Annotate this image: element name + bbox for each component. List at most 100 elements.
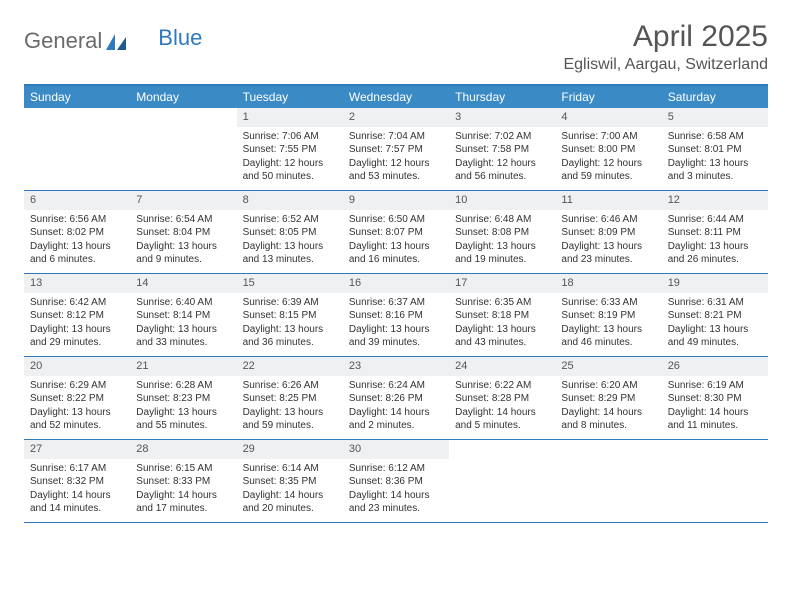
daylight-text: Daylight: 13 hours and 59 minutes. bbox=[243, 406, 337, 433]
day-body: Sunrise: 7:00 AMSunset: 8:00 PMDaylight:… bbox=[555, 127, 661, 190]
day-body: Sunrise: 7:02 AMSunset: 7:58 PMDaylight:… bbox=[449, 127, 555, 190]
sunrise-text: Sunrise: 6:52 AM bbox=[243, 213, 337, 227]
logo: General Blue bbox=[24, 20, 202, 54]
sunrise-text: Sunrise: 6:29 AM bbox=[30, 379, 124, 393]
sunset-text: Sunset: 7:58 PM bbox=[455, 143, 549, 157]
sunset-text: Sunset: 8:15 PM bbox=[243, 309, 337, 323]
sunset-text: Sunset: 8:16 PM bbox=[349, 309, 443, 323]
sunrise-text: Sunrise: 6:31 AM bbox=[668, 296, 762, 310]
sunrise-text: Sunrise: 6:33 AM bbox=[561, 296, 655, 310]
sunrise-text: Sunrise: 6:20 AM bbox=[561, 379, 655, 393]
daylight-text: Daylight: 13 hours and 9 minutes. bbox=[136, 240, 230, 267]
sunrise-text: Sunrise: 6:24 AM bbox=[349, 379, 443, 393]
header: General Blue April 2025 Egliswil, Aargau… bbox=[24, 20, 768, 74]
day-cell: 10Sunrise: 6:48 AMSunset: 8:08 PMDayligh… bbox=[449, 191, 555, 273]
day-number: 14 bbox=[130, 274, 236, 293]
day-body: Sunrise: 6:20 AMSunset: 8:29 PMDaylight:… bbox=[555, 376, 661, 439]
day-body: Sunrise: 6:19 AMSunset: 8:30 PMDaylight:… bbox=[662, 376, 768, 439]
day-number: 6 bbox=[24, 191, 130, 210]
day-cell: 30Sunrise: 6:12 AMSunset: 8:36 PMDayligh… bbox=[343, 440, 449, 522]
calendar-page: General Blue April 2025 Egliswil, Aargau… bbox=[0, 0, 792, 612]
day-body: Sunrise: 6:28 AMSunset: 8:23 PMDaylight:… bbox=[130, 376, 236, 439]
sunset-text: Sunset: 8:11 PM bbox=[668, 226, 762, 240]
sunrise-text: Sunrise: 6:15 AM bbox=[136, 462, 230, 476]
day-cell: 16Sunrise: 6:37 AMSunset: 8:16 PMDayligh… bbox=[343, 274, 449, 356]
sunset-text: Sunset: 8:12 PM bbox=[30, 309, 124, 323]
day-number: 10 bbox=[449, 191, 555, 210]
day-body: Sunrise: 6:35 AMSunset: 8:18 PMDaylight:… bbox=[449, 293, 555, 356]
week-row: 6 Sunrise: 6:56 AMSunset: 8:02 PM Daylight… bbox=[24, 191, 768, 274]
day-body: Sunrise: 6:17 AMSunset: 8:32 PMDaylight:… bbox=[24, 459, 130, 522]
day-body: Sunrise: 6:46 AMSunset: 8:09 PMDaylight:… bbox=[555, 210, 661, 273]
sunset-text: Sunset: 8:33 PM bbox=[136, 475, 230, 489]
week-row: 20Sunrise: 6:29 AMSunset: 8:22 PMDayligh… bbox=[24, 357, 768, 440]
weekday-header: Friday bbox=[555, 86, 661, 108]
day-number: 3 bbox=[449, 108, 555, 127]
daylight-text: Daylight: 14 hours and 17 minutes. bbox=[136, 489, 230, 516]
daylight-text: Daylight: 13 hours and 26 minutes. bbox=[668, 240, 762, 267]
daylight-text: Daylight: 12 hours and 50 minutes. bbox=[243, 157, 337, 184]
location-subtitle: Egliswil, Aargau, Switzerland bbox=[563, 56, 768, 74]
sunrise-text: Sunrise: 6:12 AM bbox=[349, 462, 443, 476]
sunset-text: Sunset: 8:26 PM bbox=[349, 392, 443, 406]
day-number: 9 bbox=[343, 191, 449, 210]
daylight-text: Daylight: 12 hours and 59 minutes. bbox=[561, 157, 655, 184]
day-cell: 14Sunrise: 6:40 AMSunset: 8:14 PMDayligh… bbox=[130, 274, 236, 356]
logo-sail-icon bbox=[106, 34, 126, 50]
daylight-text: Daylight: 14 hours and 20 minutes. bbox=[243, 489, 337, 516]
sunset-text: Sunset: 8:01 PM bbox=[668, 143, 762, 157]
day-number: 5 bbox=[662, 108, 768, 127]
day-body: Sunrise: 6:12 AMSunset: 8:36 PMDaylight:… bbox=[343, 459, 449, 522]
day-number: 16 bbox=[343, 274, 449, 293]
daylight-text: Daylight: 13 hours and 33 minutes. bbox=[136, 323, 230, 350]
week-row: 27Sunrise: 6:17 AMSunset: 8:32 PMDayligh… bbox=[24, 440, 768, 523]
day-number: 15 bbox=[237, 274, 343, 293]
day-number: 28 bbox=[130, 440, 236, 459]
day-cell: 18Sunrise: 6:33 AMSunset: 8:19 PMDayligh… bbox=[555, 274, 661, 356]
day-body: Sunrise: 6:33 AMSunset: 8:19 PMDaylight:… bbox=[555, 293, 661, 356]
sunset-text: Sunset: 8:32 PM bbox=[30, 475, 124, 489]
logo-text-blue: Blue bbox=[158, 25, 202, 51]
day-number: 12 bbox=[662, 191, 768, 210]
day-number: 27 bbox=[24, 440, 130, 459]
day-cell: . bbox=[449, 440, 555, 522]
title-block: April 2025 Egliswil, Aargau, Switzerland bbox=[563, 20, 768, 74]
sunrise-text: Sunrise: 6:42 AM bbox=[30, 296, 124, 310]
sunrise-text: Sunrise: 7:04 AM bbox=[349, 130, 443, 144]
sunrise-text: Sunrise: 6:58 AM bbox=[668, 130, 762, 144]
sunset-text: Sunset: 8:08 PM bbox=[455, 226, 549, 240]
daylight-text: Daylight: 13 hours and 49 minutes. bbox=[668, 323, 762, 350]
sunset-text: Sunset: 8:18 PM bbox=[455, 309, 549, 323]
day-number: 20 bbox=[24, 357, 130, 376]
day-number: 13 bbox=[24, 274, 130, 293]
sunrise-text: Sunrise: 6:56 AM bbox=[30, 213, 124, 227]
day-cell: 13Sunrise: 6:42 AMSunset: 8:12 PMDayligh… bbox=[24, 274, 130, 356]
day-number: 24 bbox=[449, 357, 555, 376]
weekday-header: Thursday bbox=[449, 86, 555, 108]
sunrise-text: Sunrise: 6:37 AM bbox=[349, 296, 443, 310]
sunset-text: Sunset: 8:22 PM bbox=[30, 392, 124, 406]
day-cell: 22Sunrise: 6:26 AMSunset: 8:25 PMDayligh… bbox=[237, 357, 343, 439]
day-number: 25 bbox=[555, 357, 661, 376]
day-number: 4 bbox=[555, 108, 661, 127]
day-cell: . bbox=[662, 440, 768, 522]
sunrise-text: Sunrise: 6:40 AM bbox=[136, 296, 230, 310]
day-number: 1 bbox=[237, 108, 343, 127]
day-cell: 26Sunrise: 6:19 AMSunset: 8:30 PMDayligh… bbox=[662, 357, 768, 439]
day-cell: 24Sunrise: 6:22 AMSunset: 8:28 PMDayligh… bbox=[449, 357, 555, 439]
day-body: Sunrise: 7:04 AMSunset: 7:57 PMDaylight:… bbox=[343, 127, 449, 190]
month-title: April 2025 bbox=[563, 20, 768, 54]
day-cell: 19Sunrise: 6:31 AMSunset: 8:21 PMDayligh… bbox=[662, 274, 768, 356]
daylight-text: Daylight: 13 hours and 3 minutes. bbox=[668, 157, 762, 184]
daylight-text: Daylight: 13 hours and 52 minutes. bbox=[30, 406, 124, 433]
day-cell: 23Sunrise: 6:24 AMSunset: 8:26 PMDayligh… bbox=[343, 357, 449, 439]
daylight-text: Daylight: 13 hours and 36 minutes. bbox=[243, 323, 337, 350]
sunrise-text: Sunrise: 6:14 AM bbox=[243, 462, 337, 476]
day-body: Sunrise: 6:29 AMSunset: 8:22 PMDaylight:… bbox=[24, 376, 130, 439]
day-number: 29 bbox=[237, 440, 343, 459]
weekday-header: Monday bbox=[130, 86, 236, 108]
sunset-text: Sunset: 8:35 PM bbox=[243, 475, 337, 489]
sunset-text: Sunset: 8:02 PM bbox=[30, 226, 124, 240]
day-number: 21 bbox=[130, 357, 236, 376]
sunrise-text: Sunrise: 6:46 AM bbox=[561, 213, 655, 227]
